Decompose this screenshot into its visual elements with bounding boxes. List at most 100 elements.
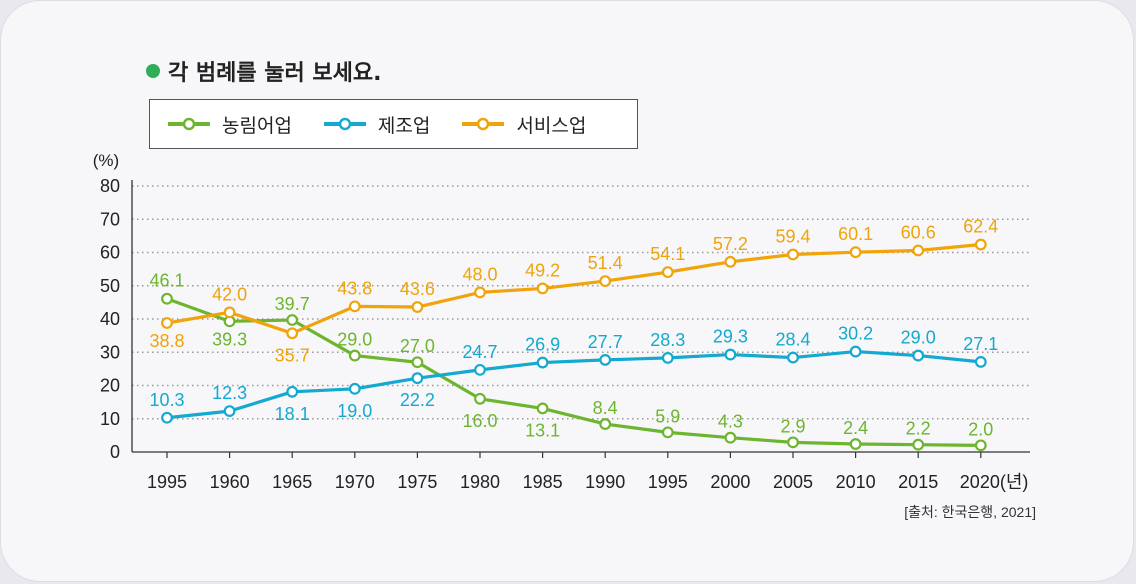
data-point-service — [787, 248, 799, 261]
data-label-service: 35.7 — [275, 345, 310, 365]
data-label-service: 54.1 — [650, 244, 685, 264]
data-point-manufacturing — [974, 355, 987, 368]
data-label-agriculture: 2.9 — [780, 416, 805, 436]
x-tick-label: 2005 — [773, 472, 813, 492]
series-line-manufacturing — [166, 349, 981, 420]
data-label-agriculture: 39.7 — [275, 294, 310, 314]
x-tick-label: 1965 — [272, 472, 312, 492]
x-tick-label: 1995 — [147, 472, 187, 492]
data-label-manufacturing: 29.0 — [901, 328, 936, 348]
data-point-manufacturing — [787, 351, 799, 364]
x-tick-label: 2010 — [836, 472, 876, 492]
data-point-service — [849, 246, 862, 259]
data-label-service: 60.6 — [901, 223, 936, 243]
data-point-service — [348, 300, 361, 313]
data-point-agriculture — [161, 292, 173, 305]
data-label-service: 49.2 — [525, 260, 560, 280]
data-point-agriculture — [787, 436, 799, 449]
data-label-manufacturing: 26.9 — [525, 335, 560, 355]
y-tick-label: 40 — [100, 309, 120, 329]
data-label-manufacturing: 19.0 — [337, 401, 372, 421]
instruction: 각 범례를 눌러 보세요. — [146, 55, 382, 87]
y-tick-label: 0 — [110, 442, 120, 462]
series-line-service — [166, 242, 981, 335]
data-label-service: 48.0 — [462, 264, 497, 284]
x-tick-label: 2015 — [898, 472, 938, 492]
data-label-service: 51.4 — [588, 253, 623, 273]
data-point-manufacturing — [286, 385, 299, 398]
data-label-agriculture: 27.0 — [400, 336, 435, 356]
data-label-service: 42.0 — [212, 284, 247, 304]
data-label-agriculture: 2.0 — [968, 419, 993, 439]
data-point-manufacturing — [411, 372, 424, 385]
data-point-manufacturing — [661, 352, 674, 364]
bullet-dot-icon — [146, 64, 160, 78]
data-point-manufacturing — [474, 363, 486, 376]
data-point-agriculture — [724, 431, 737, 444]
source-note: [출처: 한국은행, 2021] — [904, 504, 1036, 520]
data-label-agriculture: 29.0 — [337, 330, 372, 350]
data-point-agriculture — [474, 392, 486, 405]
y-tick-label: 30 — [100, 342, 120, 362]
data-point-agriculture — [536, 402, 549, 415]
data-label-service: 62.4 — [963, 217, 998, 237]
data-label-service: 60.1 — [838, 224, 873, 244]
data-point-manufacturing — [536, 356, 549, 369]
data-point-manufacturing — [599, 353, 612, 366]
data-point-agriculture — [661, 426, 674, 439]
y-axis-unit: (%) — [93, 151, 119, 170]
data-point-manufacturing — [348, 382, 361, 395]
data-label-service: 43.6 — [400, 279, 435, 299]
data-label-agriculture: 2.4 — [843, 418, 868, 438]
legend-label-service: 서비스업 — [516, 114, 587, 137]
data-label-manufacturing: 24.7 — [462, 342, 497, 362]
data-point-agriculture — [849, 438, 862, 450]
data-label-service: 59.4 — [775, 226, 810, 246]
data-label-manufacturing: 22.2 — [400, 390, 435, 410]
y-tick-label: 20 — [100, 376, 120, 396]
data-label-manufacturing: 28.3 — [650, 330, 685, 350]
data-point-service — [724, 255, 737, 268]
data-label-manufacturing: 10.3 — [149, 390, 184, 410]
legend-label-manufacturing: 제조업 — [377, 114, 431, 137]
data-point-service — [599, 275, 612, 287]
data-label-agriculture: 5.9 — [655, 406, 680, 426]
data-point-agriculture — [599, 418, 612, 430]
data-label-manufacturing: 27.1 — [963, 334, 998, 354]
data-label-agriculture: 16.0 — [462, 411, 497, 431]
legend-label-agriculture: 농림어업 — [222, 114, 292, 137]
legend-item-service[interactable]: 서비스업 — [460, 111, 586, 138]
data-point-service — [474, 286, 486, 299]
data-label-agriculture: 2.2 — [906, 419, 931, 439]
x-tick-label: 1985 — [523, 472, 563, 492]
chart-legend: 농림어업 제조업 서비스업 — [149, 99, 638, 149]
data-label-agriculture: 46.1 — [149, 271, 184, 291]
legend-agriculture-line-icon — [168, 117, 210, 131]
data-point-manufacturing — [223, 405, 236, 418]
legend-item-agriculture[interactable]: 농림어업 — [166, 111, 292, 138]
x-tick-label: 1975 — [397, 472, 437, 492]
data-point-agriculture — [974, 439, 987, 452]
y-tick-label: 80 — [100, 176, 120, 196]
data-point-agriculture — [286, 314, 299, 326]
legend-item-manufacturing[interactable]: 제조업 — [322, 111, 430, 138]
data-point-service — [223, 306, 236, 319]
y-tick-label: 70 — [100, 209, 120, 229]
data-label-service: 43.8 — [337, 278, 372, 298]
data-label-agriculture: 39.3 — [212, 329, 247, 349]
data-label-agriculture: 4.3 — [718, 412, 743, 432]
x-tick-label: 1970 — [335, 472, 375, 492]
x-tick-label: 2020(년) — [960, 472, 1029, 492]
x-tick-label: 1995 — [648, 472, 688, 492]
x-axis-unit: (년) — [1000, 472, 1029, 492]
data-label-manufacturing: 27.7 — [588, 332, 623, 352]
series-line-agriculture — [166, 297, 981, 447]
data-point-service — [161, 317, 173, 329]
data-label-manufacturing: 18.1 — [275, 404, 310, 424]
data-label-manufacturing: 30.2 — [838, 324, 873, 344]
legend-manufacturing-line-icon — [323, 117, 366, 131]
data-point-agriculture — [348, 349, 361, 362]
x-tick-label: 2000 — [710, 472, 750, 492]
x-tick-label: 1960 — [210, 472, 250, 492]
